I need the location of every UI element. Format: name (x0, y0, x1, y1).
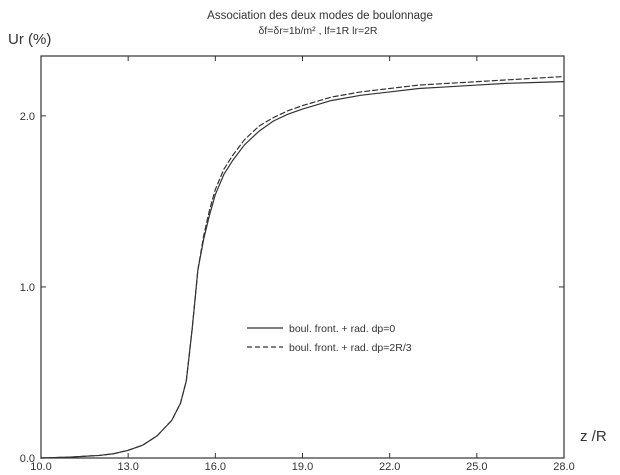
legend-label-2: boul. front. + rad. dp=2R/3 (289, 342, 412, 354)
x-tick-label: 16.0 (205, 461, 226, 473)
x-tick-label: 10.0 (30, 461, 51, 473)
plot-frame (40, 55, 565, 459)
x-axis-title: z /R (580, 428, 607, 445)
y-tick-label: 1.0 (20, 282, 35, 294)
legend: boul. front. + rad. dp=0 boul. front. + r… (247, 323, 412, 354)
x-tick-label: 22.0 (379, 461, 400, 473)
x-tick-label: 13.0 (117, 461, 138, 473)
y-tick-label: 2.0 (20, 111, 35, 123)
x-tick-label: 25.0 (466, 461, 487, 473)
series-line-1 (40, 81, 565, 459)
chart-title: Association des deux modes de boulonnage (207, 10, 433, 22)
series-line-2 (40, 75, 565, 459)
legend-label-1: boul. front. + rad. dp=0 (289, 323, 395, 335)
y-tick-label: 0.0 (20, 453, 35, 465)
x-tick-label: 19.0 (292, 461, 313, 473)
chart-subtitle: δf=δr=1b/m² , lf=1R lr=2R (258, 25, 377, 37)
y-axis-title: Ur (%) (8, 31, 51, 48)
x-tick-label: 28.0 (553, 461, 574, 473)
